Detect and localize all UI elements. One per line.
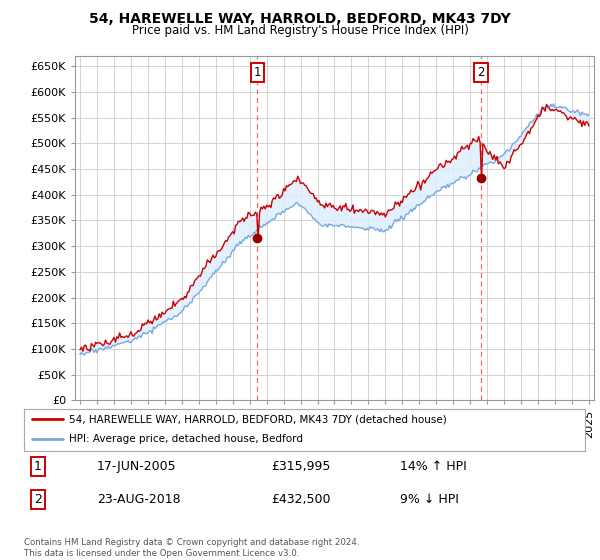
Text: £315,995: £315,995 [271, 460, 330, 473]
Text: 54, HAREWELLE WAY, HARROLD, BEDFORD, MK43 7DY (detached house): 54, HAREWELLE WAY, HARROLD, BEDFORD, MK4… [69, 414, 446, 424]
Text: 9% ↓ HPI: 9% ↓ HPI [400, 493, 459, 506]
Text: Contains HM Land Registry data © Crown copyright and database right 2024.
This d: Contains HM Land Registry data © Crown c… [24, 538, 359, 558]
Text: 1: 1 [254, 66, 261, 79]
Text: Price paid vs. HM Land Registry's House Price Index (HPI): Price paid vs. HM Land Registry's House … [131, 24, 469, 36]
Text: 2: 2 [34, 493, 42, 506]
Text: 23-AUG-2018: 23-AUG-2018 [97, 493, 181, 506]
Text: 14% ↑ HPI: 14% ↑ HPI [400, 460, 467, 473]
Text: 17-JUN-2005: 17-JUN-2005 [97, 460, 176, 473]
Text: 2: 2 [477, 66, 485, 79]
Text: 1: 1 [34, 460, 42, 473]
Text: HPI: Average price, detached house, Bedford: HPI: Average price, detached house, Bedf… [69, 434, 303, 444]
Text: £432,500: £432,500 [271, 493, 331, 506]
Text: 54, HAREWELLE WAY, HARROLD, BEDFORD, MK43 7DY: 54, HAREWELLE WAY, HARROLD, BEDFORD, MK4… [89, 12, 511, 26]
